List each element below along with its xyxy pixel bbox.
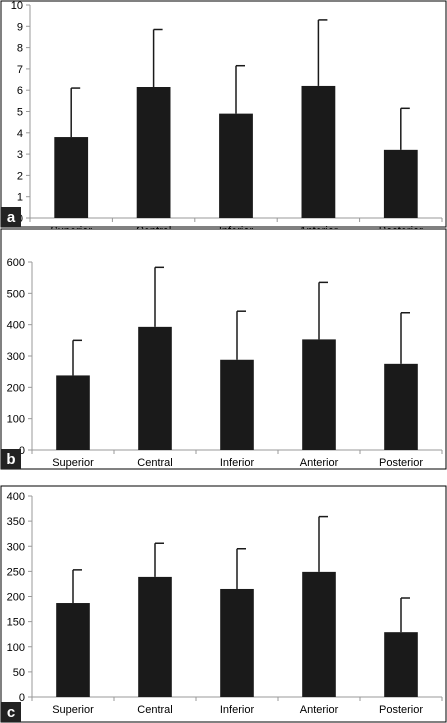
y-tick-label: 2 xyxy=(17,170,23,182)
y-tick-label: 4 xyxy=(17,128,23,140)
category-label: Posterior xyxy=(379,704,423,716)
y-tick-label: 9 xyxy=(17,21,23,33)
y-tick-label: 100 xyxy=(7,642,25,654)
y-tick-label: 350 xyxy=(7,516,25,528)
bar-central xyxy=(138,576,172,697)
category-label: Superior xyxy=(52,704,94,716)
category-label: Inferior xyxy=(220,704,255,716)
panel-label: b xyxy=(6,451,15,468)
y-tick-label: 150 xyxy=(7,617,25,629)
bar-posterior xyxy=(384,363,418,450)
y-tick-label: 300 xyxy=(7,541,25,553)
y-tick-label: 6 xyxy=(17,85,23,97)
y-tick-label: 8 xyxy=(17,43,23,55)
y-tick-label: 10 xyxy=(11,0,23,12)
y-tick-label: 600 xyxy=(7,257,25,269)
bar-central xyxy=(138,326,172,450)
y-tick-label: 500 xyxy=(7,288,25,300)
y-tick-label: 400 xyxy=(7,491,25,503)
y-tick-label: 50 xyxy=(13,667,25,679)
category-label: Posterior xyxy=(379,457,423,469)
bar-posterior xyxy=(383,149,418,218)
y-tick-label: 3 xyxy=(17,149,23,161)
y-tick-label: 300 xyxy=(7,351,25,363)
chart-panel-b: 0 100 200 300 400 500 600 Superior Central Inferi… xyxy=(0,228,447,470)
chart-panel-a: 012345678910SuperiorCentralInferiorAnter… xyxy=(0,0,447,237)
bar-anterior xyxy=(302,339,336,450)
bar-inferior xyxy=(220,359,254,450)
bar-superior xyxy=(56,603,90,697)
bar-posterior xyxy=(384,632,418,697)
bar-superior xyxy=(56,375,90,450)
y-tick-label: 200 xyxy=(7,592,25,604)
category-label: Anterior xyxy=(300,704,339,716)
y-tick-label: 1 xyxy=(17,192,23,204)
category-label: Anterior xyxy=(300,457,339,469)
bar-central xyxy=(136,87,171,218)
bar-inferior xyxy=(220,588,254,697)
panel-badge xyxy=(1,207,21,227)
y-tick-label: 5 xyxy=(17,107,23,119)
y-tick-label: 100 xyxy=(7,414,25,426)
y-tick-label: 0 xyxy=(19,692,25,704)
panel-badge xyxy=(1,449,21,469)
panel-badge xyxy=(1,702,21,722)
category-label: Central xyxy=(137,704,172,716)
category-label: Superior xyxy=(52,457,94,469)
panel-label: c xyxy=(7,704,15,721)
bar-inferior xyxy=(219,113,253,218)
y-tick-label: 400 xyxy=(7,320,25,332)
bar-anterior xyxy=(301,85,336,218)
y-tick-label: 0 xyxy=(19,445,25,457)
y-tick-label: 250 xyxy=(7,566,25,578)
bar-superior xyxy=(54,137,89,218)
panel-label: a xyxy=(7,209,16,226)
y-tick-label: 7 xyxy=(17,64,23,76)
chart-panel-c: 0 50 100 150 200 250 300 350 400 Superior Central I… xyxy=(0,485,447,723)
bar-anterior xyxy=(302,571,336,697)
category-label: Central xyxy=(137,457,172,469)
y-tick-label: 200 xyxy=(7,382,25,394)
category-label: Inferior xyxy=(220,457,255,469)
